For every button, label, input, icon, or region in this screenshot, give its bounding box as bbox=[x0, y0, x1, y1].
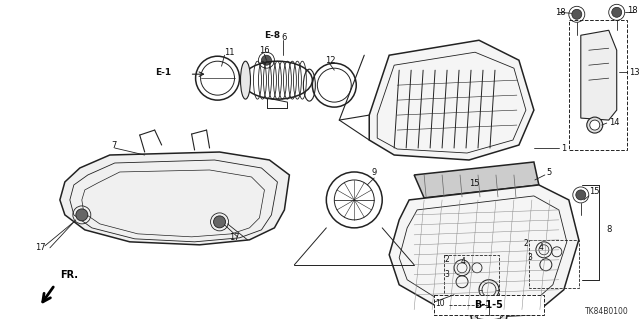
Circle shape bbox=[76, 209, 88, 221]
Text: 4: 4 bbox=[461, 257, 466, 266]
Text: 18: 18 bbox=[627, 6, 637, 15]
Text: 7: 7 bbox=[112, 141, 117, 150]
Bar bbox=[569, 20, 627, 150]
Text: FR.: FR. bbox=[60, 270, 78, 280]
Bar bbox=[434, 295, 544, 315]
Polygon shape bbox=[580, 30, 617, 120]
Text: 8: 8 bbox=[607, 225, 612, 234]
Text: 15: 15 bbox=[589, 188, 599, 197]
Text: 10: 10 bbox=[435, 299, 445, 308]
Polygon shape bbox=[414, 162, 539, 198]
Text: 12: 12 bbox=[325, 56, 336, 65]
Text: 4: 4 bbox=[539, 243, 544, 252]
Text: 3: 3 bbox=[527, 253, 532, 262]
Ellipse shape bbox=[241, 61, 250, 99]
Text: 3: 3 bbox=[444, 270, 449, 279]
Text: TK84B0100: TK84B0100 bbox=[585, 307, 628, 316]
Text: 9: 9 bbox=[371, 168, 376, 177]
Polygon shape bbox=[60, 152, 289, 245]
Circle shape bbox=[576, 190, 586, 200]
Bar bbox=[444, 255, 499, 303]
Text: 13: 13 bbox=[628, 68, 639, 77]
Text: 2: 2 bbox=[444, 255, 449, 264]
Circle shape bbox=[572, 9, 582, 19]
Text: 18: 18 bbox=[555, 8, 566, 17]
Circle shape bbox=[214, 216, 225, 228]
Polygon shape bbox=[369, 40, 534, 160]
Circle shape bbox=[612, 7, 621, 17]
Text: 17: 17 bbox=[230, 233, 240, 242]
Text: 1: 1 bbox=[561, 144, 566, 152]
Text: 5: 5 bbox=[547, 168, 552, 177]
Text: E-1: E-1 bbox=[155, 68, 171, 77]
Circle shape bbox=[477, 303, 501, 319]
Text: 14: 14 bbox=[609, 118, 620, 127]
Polygon shape bbox=[389, 185, 579, 318]
Text: E-8: E-8 bbox=[264, 31, 280, 40]
Text: 2: 2 bbox=[524, 239, 529, 248]
Circle shape bbox=[262, 55, 271, 65]
Text: 15: 15 bbox=[469, 180, 479, 189]
Text: 6: 6 bbox=[282, 33, 287, 42]
Text: 17: 17 bbox=[35, 243, 45, 252]
Bar bbox=[529, 240, 579, 288]
Circle shape bbox=[587, 117, 603, 133]
Text: B-1-5: B-1-5 bbox=[474, 300, 504, 310]
Text: 11: 11 bbox=[225, 48, 235, 57]
Text: 16: 16 bbox=[259, 46, 270, 55]
Circle shape bbox=[471, 297, 507, 319]
Circle shape bbox=[590, 120, 600, 130]
